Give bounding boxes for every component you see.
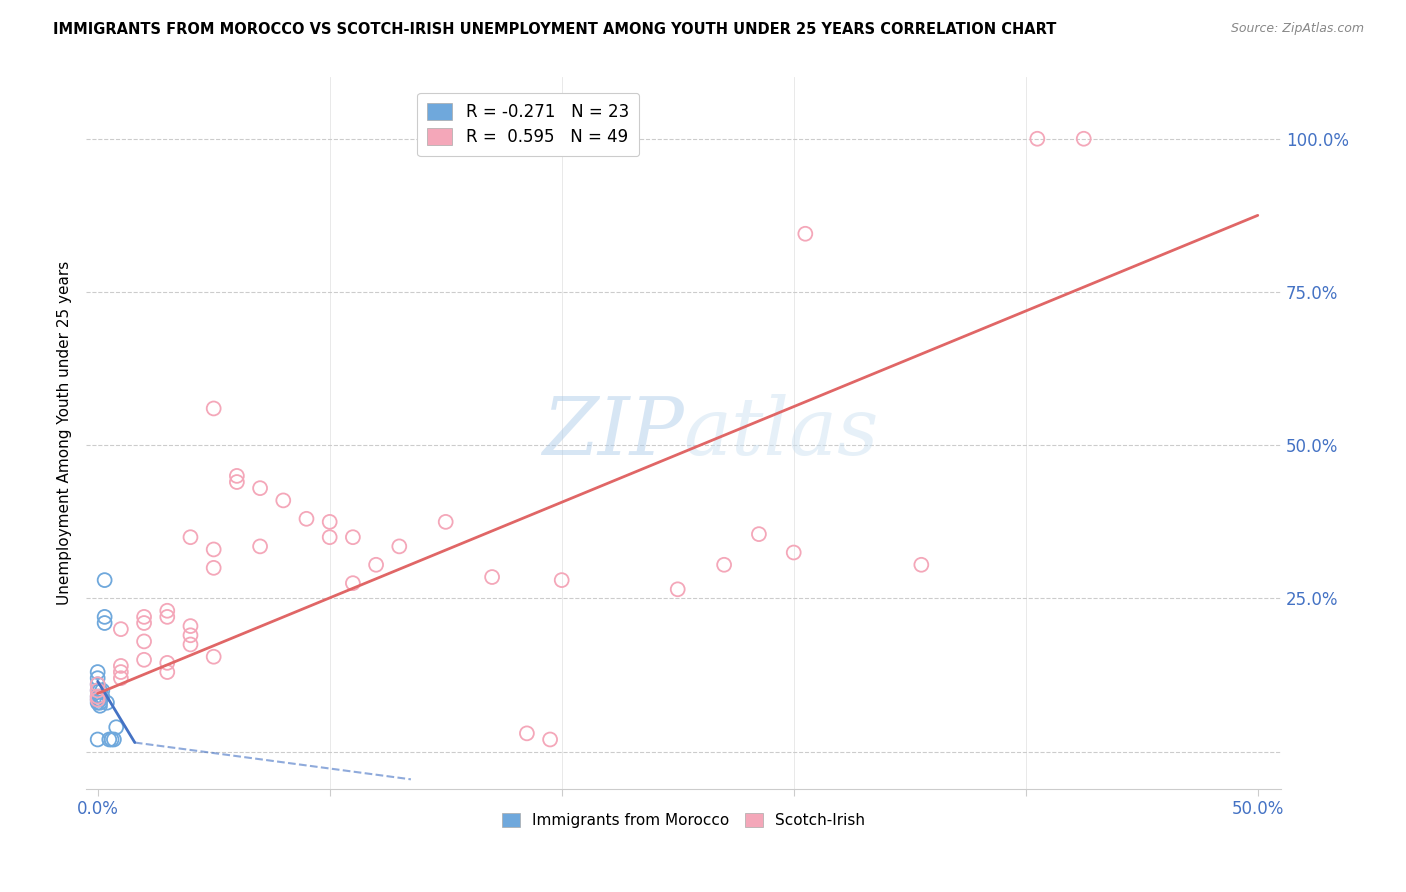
Y-axis label: Unemployment Among Youth under 25 years: Unemployment Among Youth under 25 years — [58, 260, 72, 605]
Point — [91, 690, 114, 704]
Point — [364, 558, 387, 572]
Point — [132, 610, 155, 624]
Point — [202, 561, 225, 575]
Point — [98, 732, 121, 747]
Point — [89, 690, 111, 704]
Point — [249, 540, 271, 554]
Point — [318, 515, 340, 529]
Point — [295, 512, 318, 526]
Point — [86, 677, 108, 691]
Point — [86, 692, 108, 706]
Point — [516, 726, 538, 740]
Point — [271, 493, 294, 508]
Text: Source: ZipAtlas.com: Source: ZipAtlas.com — [1230, 22, 1364, 36]
Point — [103, 732, 125, 747]
Point — [666, 582, 689, 597]
Point — [91, 683, 114, 698]
Point — [86, 683, 108, 698]
Point — [89, 698, 111, 713]
Point — [86, 665, 108, 679]
Text: atlas: atlas — [683, 394, 879, 472]
Text: ZIP: ZIP — [541, 394, 683, 472]
Point — [132, 653, 155, 667]
Legend: Immigrants from Morocco, Scotch-Irish: Immigrants from Morocco, Scotch-Irish — [495, 807, 872, 834]
Point — [434, 515, 457, 529]
Point — [86, 690, 108, 704]
Point — [100, 732, 122, 747]
Point — [156, 656, 179, 670]
Point — [86, 692, 108, 706]
Point — [202, 401, 225, 416]
Point — [179, 628, 201, 642]
Point — [110, 665, 132, 679]
Point — [225, 469, 247, 483]
Point — [86, 671, 108, 685]
Point — [551, 573, 574, 587]
Point — [179, 530, 201, 544]
Point — [342, 530, 364, 544]
Text: IMMIGRANTS FROM MOROCCO VS SCOTCH-IRISH UNEMPLOYMENT AMONG YOUTH UNDER 25 YEARS : IMMIGRANTS FROM MOROCCO VS SCOTCH-IRISH … — [53, 22, 1057, 37]
Point — [86, 732, 108, 747]
Point — [86, 683, 108, 698]
Point — [89, 683, 111, 698]
Point — [910, 558, 932, 572]
Point — [110, 659, 132, 673]
Point — [86, 677, 108, 691]
Point — [481, 570, 503, 584]
Point — [342, 576, 364, 591]
Point — [156, 604, 179, 618]
Point — [179, 619, 201, 633]
Point — [110, 671, 132, 685]
Point — [156, 665, 179, 679]
Point — [179, 637, 201, 651]
Point — [202, 649, 225, 664]
Point — [748, 527, 770, 541]
Point — [96, 696, 118, 710]
Point — [156, 610, 179, 624]
Point — [89, 692, 111, 706]
Point — [93, 610, 115, 624]
Point — [132, 634, 155, 648]
Point — [794, 227, 817, 241]
Point — [225, 475, 247, 489]
Point — [93, 615, 115, 630]
Point — [132, 615, 155, 630]
Point — [110, 622, 132, 636]
Point — [713, 558, 735, 572]
Point — [318, 530, 340, 544]
Point — [1026, 132, 1049, 146]
Point — [783, 545, 806, 559]
Point — [249, 481, 271, 495]
Point — [388, 540, 411, 554]
Point — [105, 720, 128, 734]
Point — [86, 696, 108, 710]
Point — [1073, 132, 1095, 146]
Point — [202, 542, 225, 557]
Point — [89, 696, 111, 710]
Point — [86, 690, 108, 704]
Point — [93, 573, 115, 587]
Point — [538, 732, 561, 747]
